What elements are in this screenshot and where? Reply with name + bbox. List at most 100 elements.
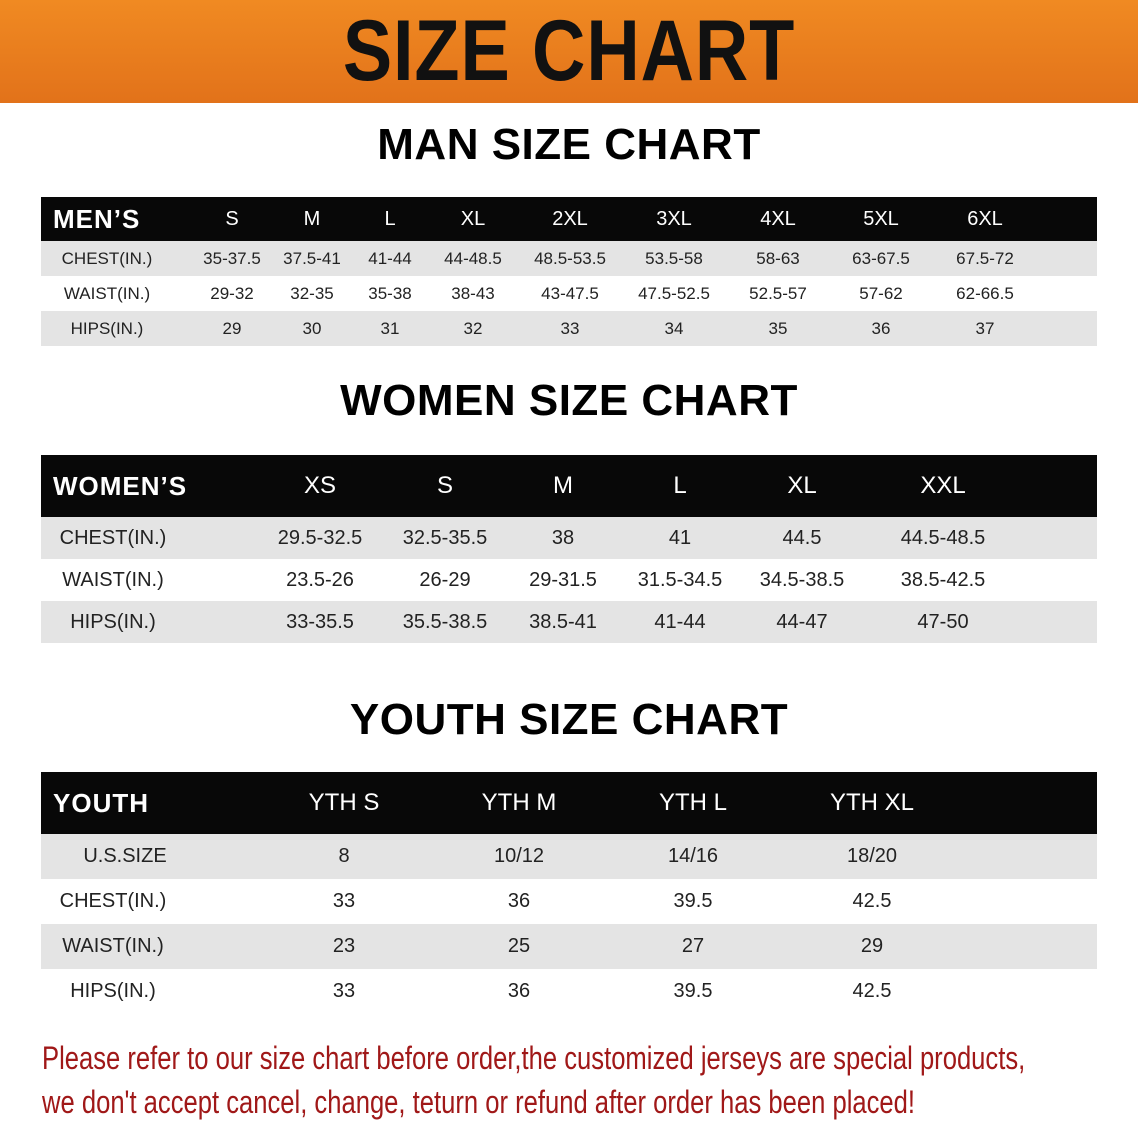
row-label: U.S.SIZE (83, 845, 167, 867)
table-cell: 18/20 (846, 845, 898, 867)
men-size-header: 5XL (863, 207, 899, 230)
women-size-header: XS (303, 472, 336, 499)
table-cell: 32-35 (290, 283, 334, 303)
table-cell: 47.5-52.5 (638, 283, 710, 303)
table-cell: 30 (302, 318, 322, 338)
table-cell: 31.5-34.5 (637, 568, 723, 591)
table-cell: 33 (560, 318, 580, 338)
table-cell: 44-48.5 (444, 248, 502, 268)
women-size-header: XXL (920, 472, 966, 499)
table-cell: 35-38 (368, 283, 412, 303)
men-size-header: M (303, 207, 321, 230)
row-label: WAIST(IN.) (63, 283, 151, 303)
table-cell: 52.5-57 (749, 283, 807, 303)
youth-table-row: U.S.SIZE 8 10/12 14/16 18/20 (41, 834, 1097, 879)
men-table-row: HIPS(IN.) 29 30 31 32 33 34 35 36 37 (41, 311, 1097, 346)
table-cell: 36 (871, 318, 891, 338)
row-label: WAIST(IN.) (62, 568, 164, 591)
table-cell: 29.5-32.5 (277, 526, 363, 549)
order-notice: Please refer to our size chart before or… (42, 1036, 1025, 1124)
table-cell: 29-32 (210, 283, 254, 303)
table-cell: 39.5 (673, 980, 713, 1002)
men-header-label: MEN’S (53, 203, 141, 234)
women-size-header: XL (787, 472, 817, 499)
table-cell: 37 (975, 318, 995, 338)
table-cell: 31 (380, 318, 400, 338)
table-cell: 23 (332, 935, 356, 957)
table-cell: 29 (222, 318, 242, 338)
table-cell: 37.5-41 (283, 248, 341, 268)
women-table-row: WAIST(IN.) 23.5-26 26-29 29-31.5 31.5-34.5 34… (41, 559, 1097, 601)
women-header-row: WOMEN’S XS S M L XL XXL (41, 455, 1097, 517)
table-cell: 53.5-58 (645, 248, 703, 268)
table-cell: 57-62 (859, 283, 903, 303)
table-cell: 41-44 (654, 610, 706, 633)
row-label: CHEST(IN.) (61, 248, 153, 268)
table-cell: 34.5-38.5 (759, 568, 845, 591)
banner-title: SIZE CHART (342, 3, 796, 99)
men-size-header: L (384, 207, 396, 230)
men-size-header: 4XL (760, 207, 796, 230)
youth-size-header: YTH M (481, 789, 557, 816)
row-label: HIPS(IN.) (70, 610, 156, 633)
youth-table-row: WAIST(IN.) 23 25 27 29 (41, 924, 1097, 969)
table-cell: 47-50 (917, 610, 969, 633)
table-cell: 34 (664, 318, 684, 338)
youth-header-label: YOUTH (53, 787, 149, 818)
table-cell: 67.5-72 (956, 248, 1014, 268)
table-cell: 32 (463, 318, 483, 338)
table-cell: 43-47.5 (541, 283, 599, 303)
table-cell: 63-67.5 (852, 248, 910, 268)
table-cell: 41 (668, 526, 692, 549)
men-size-header: 3XL (656, 207, 692, 230)
table-cell: 29-31.5 (529, 568, 597, 591)
women-table-row: CHEST(IN.) 29.5-32.5 32.5-35.5 38 41 44.5 44.5… (41, 517, 1097, 559)
youth-table-row: CHEST(IN.) 33 36 39.5 42.5 (41, 879, 1097, 924)
table-cell: 44.5 (782, 526, 822, 549)
youth-section-title: YOUTH SIZE CHART (349, 695, 789, 744)
table-cell: 44.5-48.5 (900, 526, 986, 549)
table-cell: 8 (338, 845, 350, 867)
table-cell: 58-63 (756, 248, 800, 268)
table-cell: 38-43 (451, 283, 495, 303)
men-size-header: 6XL (967, 207, 1003, 230)
women-header-label: WOMEN’S (53, 470, 188, 501)
table-cell: 62-66.5 (956, 283, 1014, 303)
table-cell: 33-35.5 (286, 610, 354, 633)
row-label: WAIST(IN.) (62, 935, 164, 957)
row-label: CHEST(IN.) (59, 890, 167, 912)
table-cell: 35.5-38.5 (402, 610, 488, 633)
men-section-title: MAN SIZE CHART (377, 120, 761, 169)
table-cell: 39.5 (673, 890, 713, 912)
table-cell: 26-29 (419, 568, 471, 591)
table-cell: 29 (860, 935, 884, 957)
youth-table-row: HIPS(IN.) 33 36 39.5 42.5 (41, 969, 1097, 1014)
table-cell: 10/12 (493, 845, 545, 867)
table-cell: 38 (551, 526, 575, 549)
table-cell: 35-37.5 (203, 248, 261, 268)
men-table-row: CHEST(IN.) 35-37.5 37.5-41 41-44 44-48.5 48.5… (41, 241, 1097, 276)
men-size-header: 2XL (552, 207, 588, 230)
table-cell: 32.5-35.5 (402, 526, 488, 549)
youth-size-header: YTH S (308, 789, 380, 816)
women-section-title: WOMEN SIZE CHART (340, 376, 798, 425)
men-size-header: S (225, 207, 239, 230)
table-cell: 44-47 (776, 610, 828, 633)
men-size-header: XL (460, 207, 486, 230)
youth-size-header: YTH L (658, 789, 727, 816)
row-label: CHEST(IN.) (59, 526, 167, 549)
row-label: HIPS(IN.) (70, 980, 156, 1002)
women-size-header: M (553, 472, 573, 499)
table-cell: 25 (507, 935, 531, 957)
table-cell: 33 (332, 980, 356, 1002)
table-cell: 48.5-53.5 (534, 248, 606, 268)
banner: SIZE CHART (0, 0, 1138, 103)
table-cell: 27 (681, 935, 705, 957)
row-label: HIPS(IN.) (70, 318, 144, 338)
table-cell: 41-44 (368, 248, 412, 268)
women-size-header: L (673, 472, 687, 499)
table-cell: 33 (332, 890, 356, 912)
table-cell: 35 (768, 318, 788, 338)
table-cell: 42.5 (852, 980, 892, 1002)
notice-line-2: we don't accept cancel, change, teturn o… (42, 1084, 915, 1120)
